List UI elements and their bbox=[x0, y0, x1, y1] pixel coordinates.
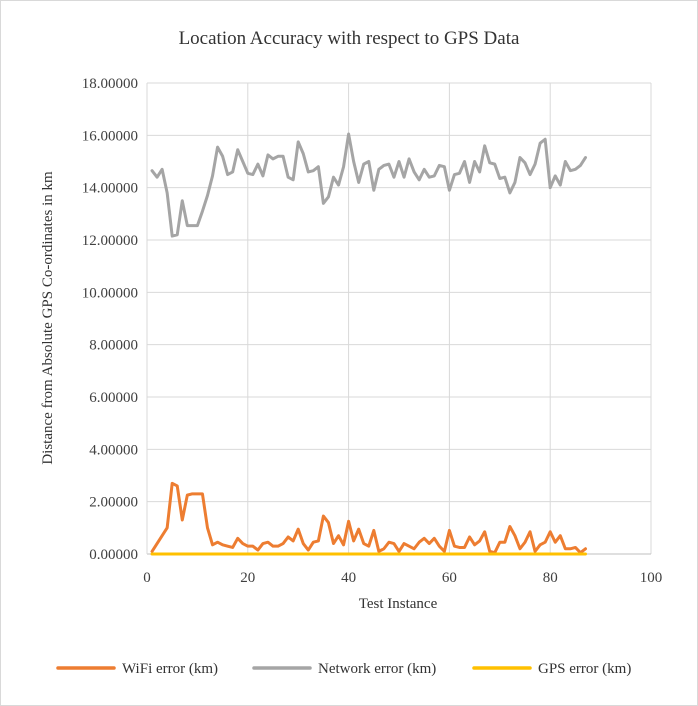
y-tick-labels: 0.00000 2.00000 4.00000 6.00000 8.00000 10.00… bbox=[82, 76, 138, 563]
y-tick-label: 18.00000 bbox=[82, 76, 138, 92]
x-tick-label: 80 bbox=[543, 570, 558, 586]
legend-label: Network error (km) bbox=[318, 661, 436, 677]
y-tick-label: 12.00000 bbox=[82, 233, 138, 249]
y-tick-label: 4.00000 bbox=[89, 442, 138, 458]
legend: WiFi error (km) Network error (km) GPS err… bbox=[56, 661, 631, 677]
y-tick-label: 6.00000 bbox=[89, 390, 138, 406]
x-tick-label: 100 bbox=[640, 570, 663, 586]
x-tick-label: 60 bbox=[442, 570, 457, 586]
grid-lines bbox=[147, 82, 652, 554]
series-line-1 bbox=[150, 481, 587, 555]
series-line-2 bbox=[150, 132, 587, 238]
chart-title: Location Accuracy with respect to GPS Da… bbox=[179, 28, 520, 49]
y-tick-label: 2.00000 bbox=[89, 495, 138, 511]
y-tick-label: 16.00000 bbox=[82, 128, 138, 144]
y-tick-label: 0.00000 bbox=[89, 547, 138, 563]
series-lines bbox=[150, 132, 587, 556]
x-tick-labels: 0 20 40 60 80 100 bbox=[143, 570, 662, 586]
x-tick-label: 20 bbox=[240, 570, 255, 586]
y-tick-label: 14.00000 bbox=[82, 181, 138, 197]
y-tick-label: 10.00000 bbox=[82, 285, 138, 301]
x-axis-label: Test Instance bbox=[359, 596, 438, 612]
x-tick-label: 40 bbox=[341, 570, 356, 586]
y-tick-label: 8.00000 bbox=[89, 338, 138, 354]
legend-label: WiFi error (km) bbox=[122, 661, 218, 677]
x-tick-label: 0 bbox=[143, 570, 151, 586]
y-axis-label: Distance from Absolute GPS Co-ordinates … bbox=[40, 171, 56, 465]
legend-label: GPS error (km) bbox=[538, 661, 631, 677]
